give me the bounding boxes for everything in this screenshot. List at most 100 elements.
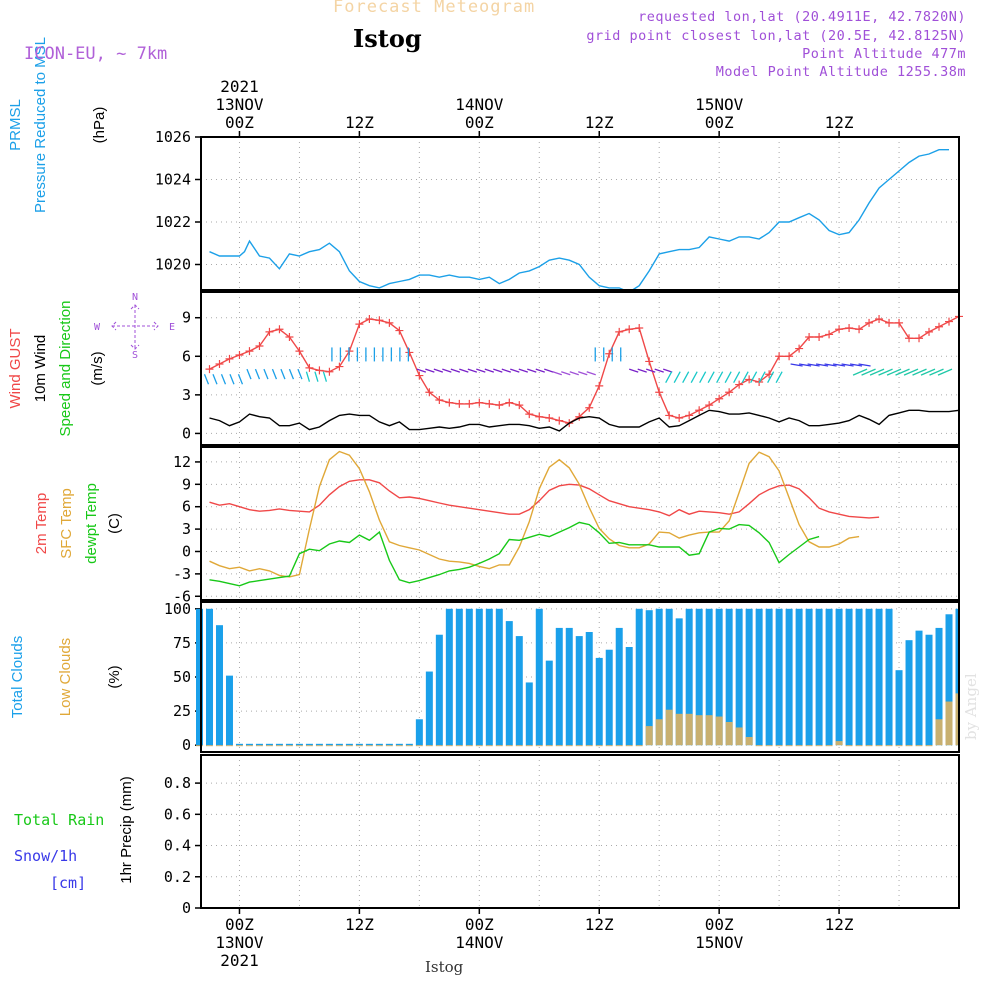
gust-marker	[875, 315, 884, 323]
gust-marker	[205, 365, 214, 374]
cloud-bar	[895, 670, 903, 746]
y-tick-label: -6	[173, 587, 191, 605]
gust-marker	[595, 381, 604, 390]
gust-marker	[585, 403, 594, 412]
cloud-bar	[935, 627, 943, 746]
gust-marker	[735, 380, 744, 389]
cloud-bar	[295, 745, 303, 747]
gust-marker	[575, 412, 584, 421]
cloud-bar	[655, 719, 663, 746]
cloud-bar	[955, 693, 959, 746]
wind-direction-arrow	[699, 371, 707, 384]
footer-location: Istog	[425, 958, 464, 976]
y-tick-label: 0.6	[164, 805, 191, 823]
top-time-label: 14NOV	[455, 95, 504, 114]
cloud-bar	[645, 726, 653, 746]
gust-marker	[435, 396, 444, 404]
cloud-bar	[335, 743, 343, 746]
cloud-bar	[625, 745, 633, 747]
gust-marker	[235, 351, 244, 359]
y-tick-label: 3	[182, 520, 191, 538]
wind-direction-arrow	[869, 368, 885, 376]
gust-marker	[255, 342, 264, 350]
cloud-bar	[875, 608, 883, 746]
wind-direction-arrow	[322, 371, 328, 382]
wind-direction-arrow	[561, 371, 571, 376]
gust-marker	[615, 327, 624, 336]
cloud-bar	[765, 608, 773, 746]
gust-marker	[665, 411, 674, 420]
cloud-bar	[795, 608, 803, 746]
cloud-bar	[475, 745, 483, 747]
y-tick-label: 12	[173, 453, 191, 471]
wind-direction-arrow	[861, 368, 876, 376]
wind-direction-arrow	[586, 371, 596, 376]
gust-marker	[395, 326, 404, 335]
bottom-time-label: 00Z	[465, 915, 494, 934]
cloud-bar	[305, 745, 313, 747]
gust-marker	[475, 398, 484, 407]
cloud-bar	[435, 634, 443, 746]
cloud-bar	[885, 608, 893, 746]
cloud-bar	[555, 627, 563, 746]
gust-marker	[795, 344, 804, 353]
gust-marker	[835, 325, 844, 334]
gust-marker	[425, 388, 434, 397]
bottom-time-label: 2021	[220, 951, 259, 970]
cloud-bar	[425, 745, 433, 747]
gust-marker	[295, 347, 304, 356]
cloud-bar	[405, 743, 413, 746]
cloud-bar	[745, 608, 753, 746]
cloud-bar	[495, 608, 503, 746]
cloud-bar	[755, 608, 763, 746]
cloud-bar	[685, 608, 693, 746]
y-tick-label: -3	[173, 565, 191, 583]
wind-direction-arrow	[646, 368, 656, 373]
y-tick-label: 9	[182, 475, 191, 493]
cloud-bar	[735, 727, 743, 746]
y-tick-label: 9	[182, 309, 191, 327]
gust-marker	[245, 347, 254, 356]
cloud-bar	[495, 745, 503, 747]
cloud-bar	[485, 745, 493, 747]
cloud-bar	[315, 745, 323, 747]
wind-direction-arrow	[288, 368, 295, 380]
cloud-bar	[565, 627, 573, 746]
cloud-bar	[515, 636, 523, 746]
panel-label: 10m Wind	[32, 335, 49, 403]
wind-direction-arrow	[246, 368, 252, 380]
cloud-bar	[815, 745, 823, 747]
wind-direction-arrow	[852, 368, 868, 376]
panel-frame	[200, 601, 960, 753]
bottom-time-label: 12Z	[825, 915, 854, 934]
gust-marker	[485, 399, 494, 408]
gust-marker	[305, 363, 314, 372]
gust-marker	[515, 401, 524, 410]
wind-direction-arrow	[535, 368, 545, 373]
cloud-bar	[545, 745, 553, 747]
cloud-bar	[685, 713, 693, 746]
requested-coordinates: requested lon,lat (20.4911E, 42.7820N)	[638, 9, 966, 25]
gust-marker	[865, 318, 874, 327]
watermark: by Angel	[962, 673, 980, 740]
panel-pressure: 1020 1022 1024 1026 PRMSL Pressure Reduced to…	[7, 37, 960, 293]
cloud-bar	[235, 745, 243, 747]
panel-label: PRMSL	[7, 99, 24, 151]
top-time-label: 00Z	[465, 113, 494, 132]
gust-marker	[365, 315, 374, 323]
cloud-bar	[225, 745, 233, 747]
gust-marker	[715, 394, 724, 403]
top-time-label: 12Z	[585, 113, 614, 132]
cloud-bar	[205, 608, 213, 746]
wind-direction-arrow	[527, 368, 537, 373]
cloud-bar	[855, 745, 863, 747]
cloud-bar	[725, 722, 733, 746]
cloud-bar	[575, 745, 583, 747]
wind-direction-arrow	[501, 368, 512, 373]
cloud-bar	[205, 745, 213, 747]
wind-direction-arrow	[203, 374, 210, 385]
cloud-bar	[595, 657, 603, 746]
cloud-bar	[665, 709, 673, 746]
wind-direction-arrow	[237, 374, 244, 385]
cloud-bar	[725, 608, 733, 746]
